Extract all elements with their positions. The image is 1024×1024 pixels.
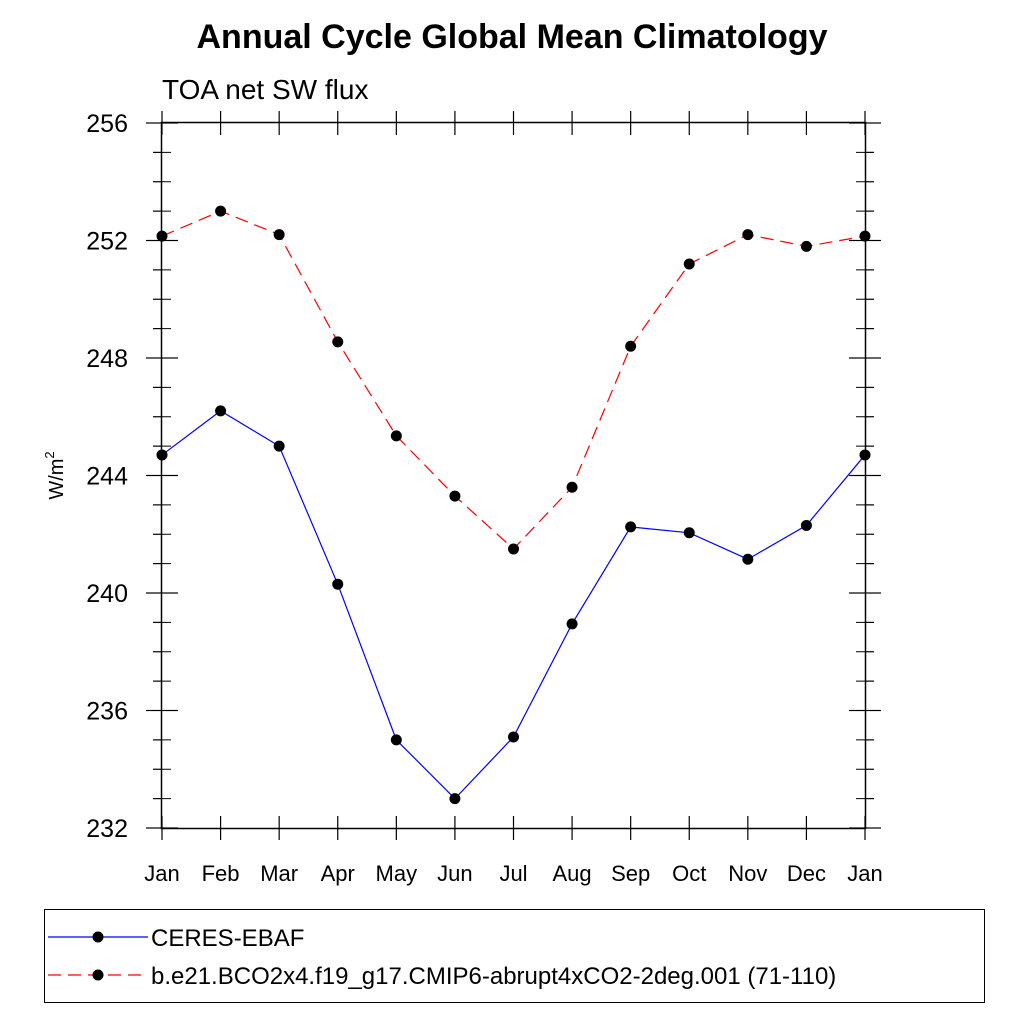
x-tick-label: Apr xyxy=(321,861,355,886)
y-axis-label-text: W/m2 xyxy=(42,451,68,499)
data-point xyxy=(566,481,578,493)
x-tick-label: Jun xyxy=(437,861,472,886)
axis-ticks xyxy=(146,111,881,840)
legend: CERES-EBAF b.e21.BCO2x4.f19_g17.CMIP6-abr… xyxy=(44,909,985,1003)
data-point xyxy=(508,543,519,555)
y-tick-label: 240 xyxy=(86,580,128,608)
y-axis-label: W/m2 xyxy=(42,451,68,499)
data-point xyxy=(800,519,812,531)
x-tick-label: Dec xyxy=(787,861,826,886)
y-tick-label: 232 xyxy=(86,815,128,843)
y-axis-label-superscript: 2 xyxy=(42,451,57,458)
y-tick-label: 248 xyxy=(86,345,128,373)
chart-subtitle: TOA net SW flux xyxy=(162,74,368,105)
data-point xyxy=(273,440,285,452)
data-point xyxy=(390,430,402,442)
x-tick-label: May xyxy=(376,861,418,886)
y-tick-labels: 232 236 240 244 248 252 256 xyxy=(86,110,128,843)
plot-series xyxy=(156,205,871,805)
data-point xyxy=(508,731,519,743)
x-tick-label: Oct xyxy=(672,861,706,886)
data-point xyxy=(800,240,812,252)
x-tick-label: Nov xyxy=(728,861,767,886)
data-point xyxy=(390,734,402,746)
y-tick-label: 252 xyxy=(86,228,128,256)
data-point xyxy=(683,527,695,539)
y-tick-label: 244 xyxy=(86,463,128,491)
legend-label: b.e21.BCO2x4.f19_g17.CMIP6-abrupt4xCO2-2… xyxy=(151,963,836,990)
x-tick-label: Aug xyxy=(553,861,592,886)
data-point xyxy=(449,490,461,502)
data-point xyxy=(449,793,461,805)
series-2 xyxy=(156,205,871,555)
x-tick-label: Jul xyxy=(499,861,527,886)
data-point xyxy=(566,618,578,630)
data-point xyxy=(215,405,227,417)
x-tick-label: Mar xyxy=(260,861,298,886)
data-point xyxy=(625,521,637,533)
plot-frame xyxy=(160,121,867,830)
x-tick-label: Feb xyxy=(202,861,240,886)
x-tick-label: Jan xyxy=(847,861,882,886)
data-point xyxy=(683,258,695,270)
y-tick-label: 236 xyxy=(86,698,128,726)
data-point xyxy=(742,553,754,565)
series-line xyxy=(161,210,866,550)
y-tick-label: 256 xyxy=(86,110,128,138)
x-tick-label: Jan xyxy=(144,861,179,886)
data-point xyxy=(625,340,637,352)
legend-marker xyxy=(92,969,104,981)
data-point xyxy=(332,336,344,348)
series-1 xyxy=(156,405,871,805)
x-tick-label: Sep xyxy=(611,861,650,886)
legend-box xyxy=(44,909,985,1003)
x-tick-labels: Jan Feb Mar Apr May Jun Jul Aug Sep Oct Nov Dec Jan xyxy=(144,861,882,886)
y-axis-label-base: W/m xyxy=(46,459,68,500)
data-point xyxy=(332,578,344,590)
data-point xyxy=(742,229,754,241)
legend-label: CERES-EBAF xyxy=(151,925,304,952)
data-point xyxy=(273,229,285,241)
chart-title: Annual Cycle Global Mean Climatology xyxy=(197,18,828,56)
data-point xyxy=(215,205,227,217)
legend-marker xyxy=(92,931,104,943)
